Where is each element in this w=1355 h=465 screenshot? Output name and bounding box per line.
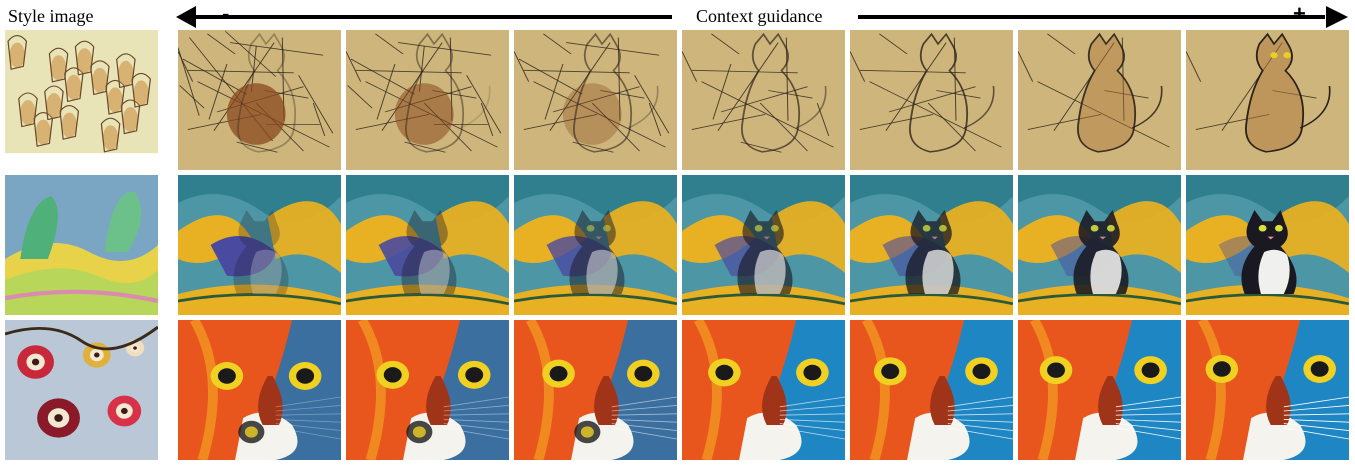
generated-image-cat-sketch-3 <box>514 30 677 170</box>
generated-image-cat-face-7 <box>1186 320 1349 460</box>
generated-image-cat-face-2 <box>346 320 509 460</box>
plus-sign: + <box>1293 1 1306 26</box>
generated-image-cat-paint-6 <box>1018 175 1181 315</box>
style-image-sketch-figures <box>5 30 158 170</box>
generated-image-cat-sketch-6 <box>1018 30 1181 170</box>
generated-image-cat-paint-5 <box>850 175 1013 315</box>
generated-image-cat-face-5 <box>850 320 1013 460</box>
generated-image-cat-sketch-7 <box>1186 30 1349 170</box>
right-arrowhead-icon <box>1326 6 1348 28</box>
style-image-label: Style image <box>8 6 94 26</box>
generated-image-cat-paint-3 <box>514 175 677 315</box>
generated-image-cat-sketch-5 <box>850 30 1013 170</box>
generated-image-cat-face-1 <box>178 320 341 460</box>
generated-image-cat-face-3 <box>514 320 677 460</box>
generated-image-cat-paint-4 <box>682 175 845 315</box>
left-arrowhead-icon <box>176 6 196 28</box>
generated-image-cat-face-6 <box>1018 320 1181 460</box>
style-image-fauvist-landscape <box>5 175 158 315</box>
generated-image-cat-paint-1 <box>178 175 341 315</box>
generated-image-cat-sketch-1 <box>178 30 341 170</box>
generated-image-cat-sketch-4 <box>682 30 845 170</box>
generated-image-cat-paint-7 <box>1186 175 1349 315</box>
style-image-abstract-flowers <box>5 320 158 460</box>
context-guidance-label: Context guidance <box>690 6 829 26</box>
context-guidance-arrow <box>176 6 1348 28</box>
generated-image-cat-paint-2 <box>346 175 509 315</box>
minus-sign: - <box>222 1 230 26</box>
generated-image-cat-sketch-2 <box>346 30 509 170</box>
generated-image-cat-face-4 <box>682 320 845 460</box>
